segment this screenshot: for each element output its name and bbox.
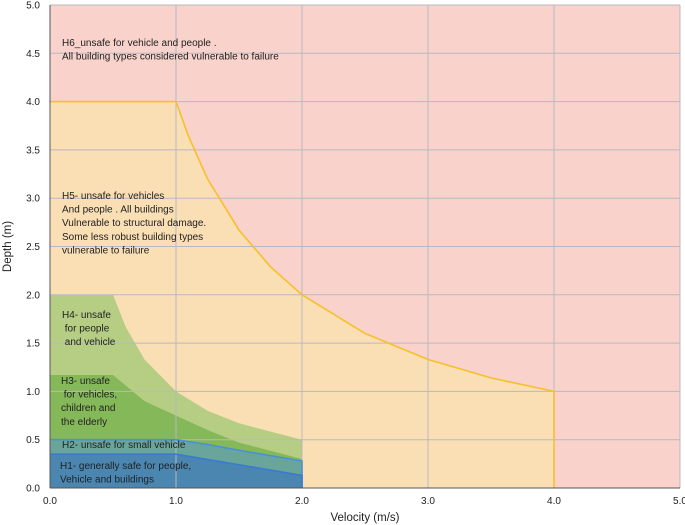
- region-label-line: H3- unsafe: [61, 376, 110, 387]
- y-tick-label: 1.0: [26, 387, 40, 398]
- region-label-line: All building types considered vulnerable…: [62, 52, 279, 63]
- region-h2-edge: [50, 438, 303, 488]
- x-axis-title: Velocity (m/s): [330, 512, 399, 524]
- region-label-line: for people: [62, 324, 110, 335]
- region-label-line: H2- unsafe for small vehicle: [62, 440, 186, 451]
- region-label-line: Vulnerable to structural damage.: [62, 218, 206, 229]
- y-tick-label: 5.0: [26, 1, 40, 12]
- region-h3-label: H3- unsafe for vehicles, children and the …: [61, 376, 117, 428]
- region-label-line: H4- unsafe: [62, 310, 111, 321]
- y-tick-label: 1.5: [26, 339, 40, 350]
- y-tick-label: 2.5: [26, 242, 40, 253]
- y-tick-label: 4.5: [26, 49, 40, 60]
- x-tick-label: 4.0: [547, 496, 561, 507]
- x-tick-label: 5.0: [673, 496, 685, 507]
- y-axis-title: Depth (m): [2, 221, 14, 272]
- y-tick-label: 0.0: [26, 484, 40, 495]
- x-tick-label: 0.0: [43, 496, 57, 507]
- region-label-line: vulnerable to failure: [62, 245, 150, 256]
- y-tick-label: 4.0: [26, 97, 40, 108]
- region-h2-label: H2- unsafe for small vehicle: [62, 440, 186, 451]
- region-label-line: And people . All buildings: [62, 205, 174, 216]
- y-tick-label: 0.5: [26, 435, 40, 446]
- region-h1-label: H1- generally safe for people, Vehicle an…: [60, 461, 191, 486]
- region-label-line: H5- unsafe for vehicles: [62, 191, 164, 202]
- region-h5-label: H5- unsafe for vehicles And people . All …: [62, 191, 206, 256]
- y-tick-label: 3.5: [26, 145, 40, 156]
- region-h1-edge: [50, 453, 303, 488]
- axes: 0.0 1.0 2.0 3.0 4.0 5.0 0.0 0.5 1.0 1.5 2.0 2.5 3.0 3…: [26, 1, 685, 508]
- y-tick-label: 3.0: [26, 194, 40, 205]
- x-tick-label: 2.0: [295, 496, 309, 507]
- region-label-line: and vehicle: [62, 337, 116, 348]
- region-h5-edge: [50, 100, 555, 488]
- grid-lines: [49, 4, 681, 489]
- y-tick-label: 2.0: [26, 290, 40, 301]
- region-labels: H6_unsafe for vehicle and people . All bu…: [60, 38, 279, 486]
- region-h6-label: H6_unsafe for vehicle and people . All bu…: [62, 38, 279, 63]
- region-label-line: Some less robust building types: [62, 232, 203, 243]
- region-label-line: children and: [61, 403, 115, 414]
- region-label-line: H1- generally safe for people,: [60, 461, 191, 472]
- x-tick-label: 3.0: [421, 496, 435, 507]
- region-label-line: Vehicle and buildings: [60, 475, 154, 486]
- region-h4-label: H4- unsafe for people and vehicle: [62, 310, 116, 348]
- region-label-line: for vehicles,: [61, 390, 117, 401]
- region-label-line: H6_unsafe for vehicle and people .: [62, 38, 217, 49]
- region-label-line: the elderly: [61, 417, 107, 428]
- x-tick-label: 1.0: [169, 496, 183, 507]
